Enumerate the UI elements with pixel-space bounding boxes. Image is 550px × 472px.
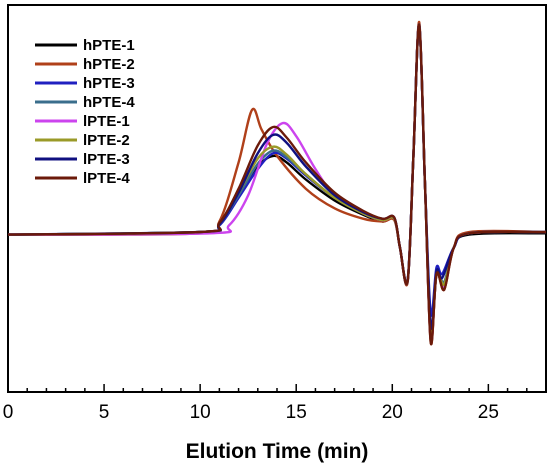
legend-label: lPTE-2 — [83, 132, 130, 149]
legend-label: lPTE-3 — [83, 151, 130, 168]
legend-label: hPTE-4 — [83, 94, 135, 111]
legend-label: lPTE-4 — [83, 170, 130, 187]
x-axis-tick-labels: 0 5 10 15 20 25 — [3, 402, 499, 423]
legend-label: hPTE-2 — [83, 56, 135, 73]
x-tick-label: 25 — [478, 402, 499, 423]
x-tick-label: 5 — [99, 402, 110, 423]
x-tick-label: 15 — [286, 402, 307, 423]
x-tick-label: 10 — [190, 402, 211, 423]
legend-label: hPTE-1 — [83, 37, 135, 54]
series-lines — [7, 20, 547, 346]
legend-label: hPTE-3 — [83, 75, 135, 92]
series-line-lpte-4 — [7, 23, 547, 346]
x-tick-label: 0 — [3, 402, 14, 423]
legend: hPTE-1 hPTE-2 hPTE-3 hPTE-4 lPTE-1 lPTE-2 lPTE… — [35, 37, 135, 187]
legend-label: lPTE-1 — [83, 113, 130, 130]
x-tick-label: 20 — [382, 402, 403, 423]
x-axis-ticks — [7, 384, 547, 392]
x-axis-title: Elution Time (min) — [186, 440, 369, 463]
